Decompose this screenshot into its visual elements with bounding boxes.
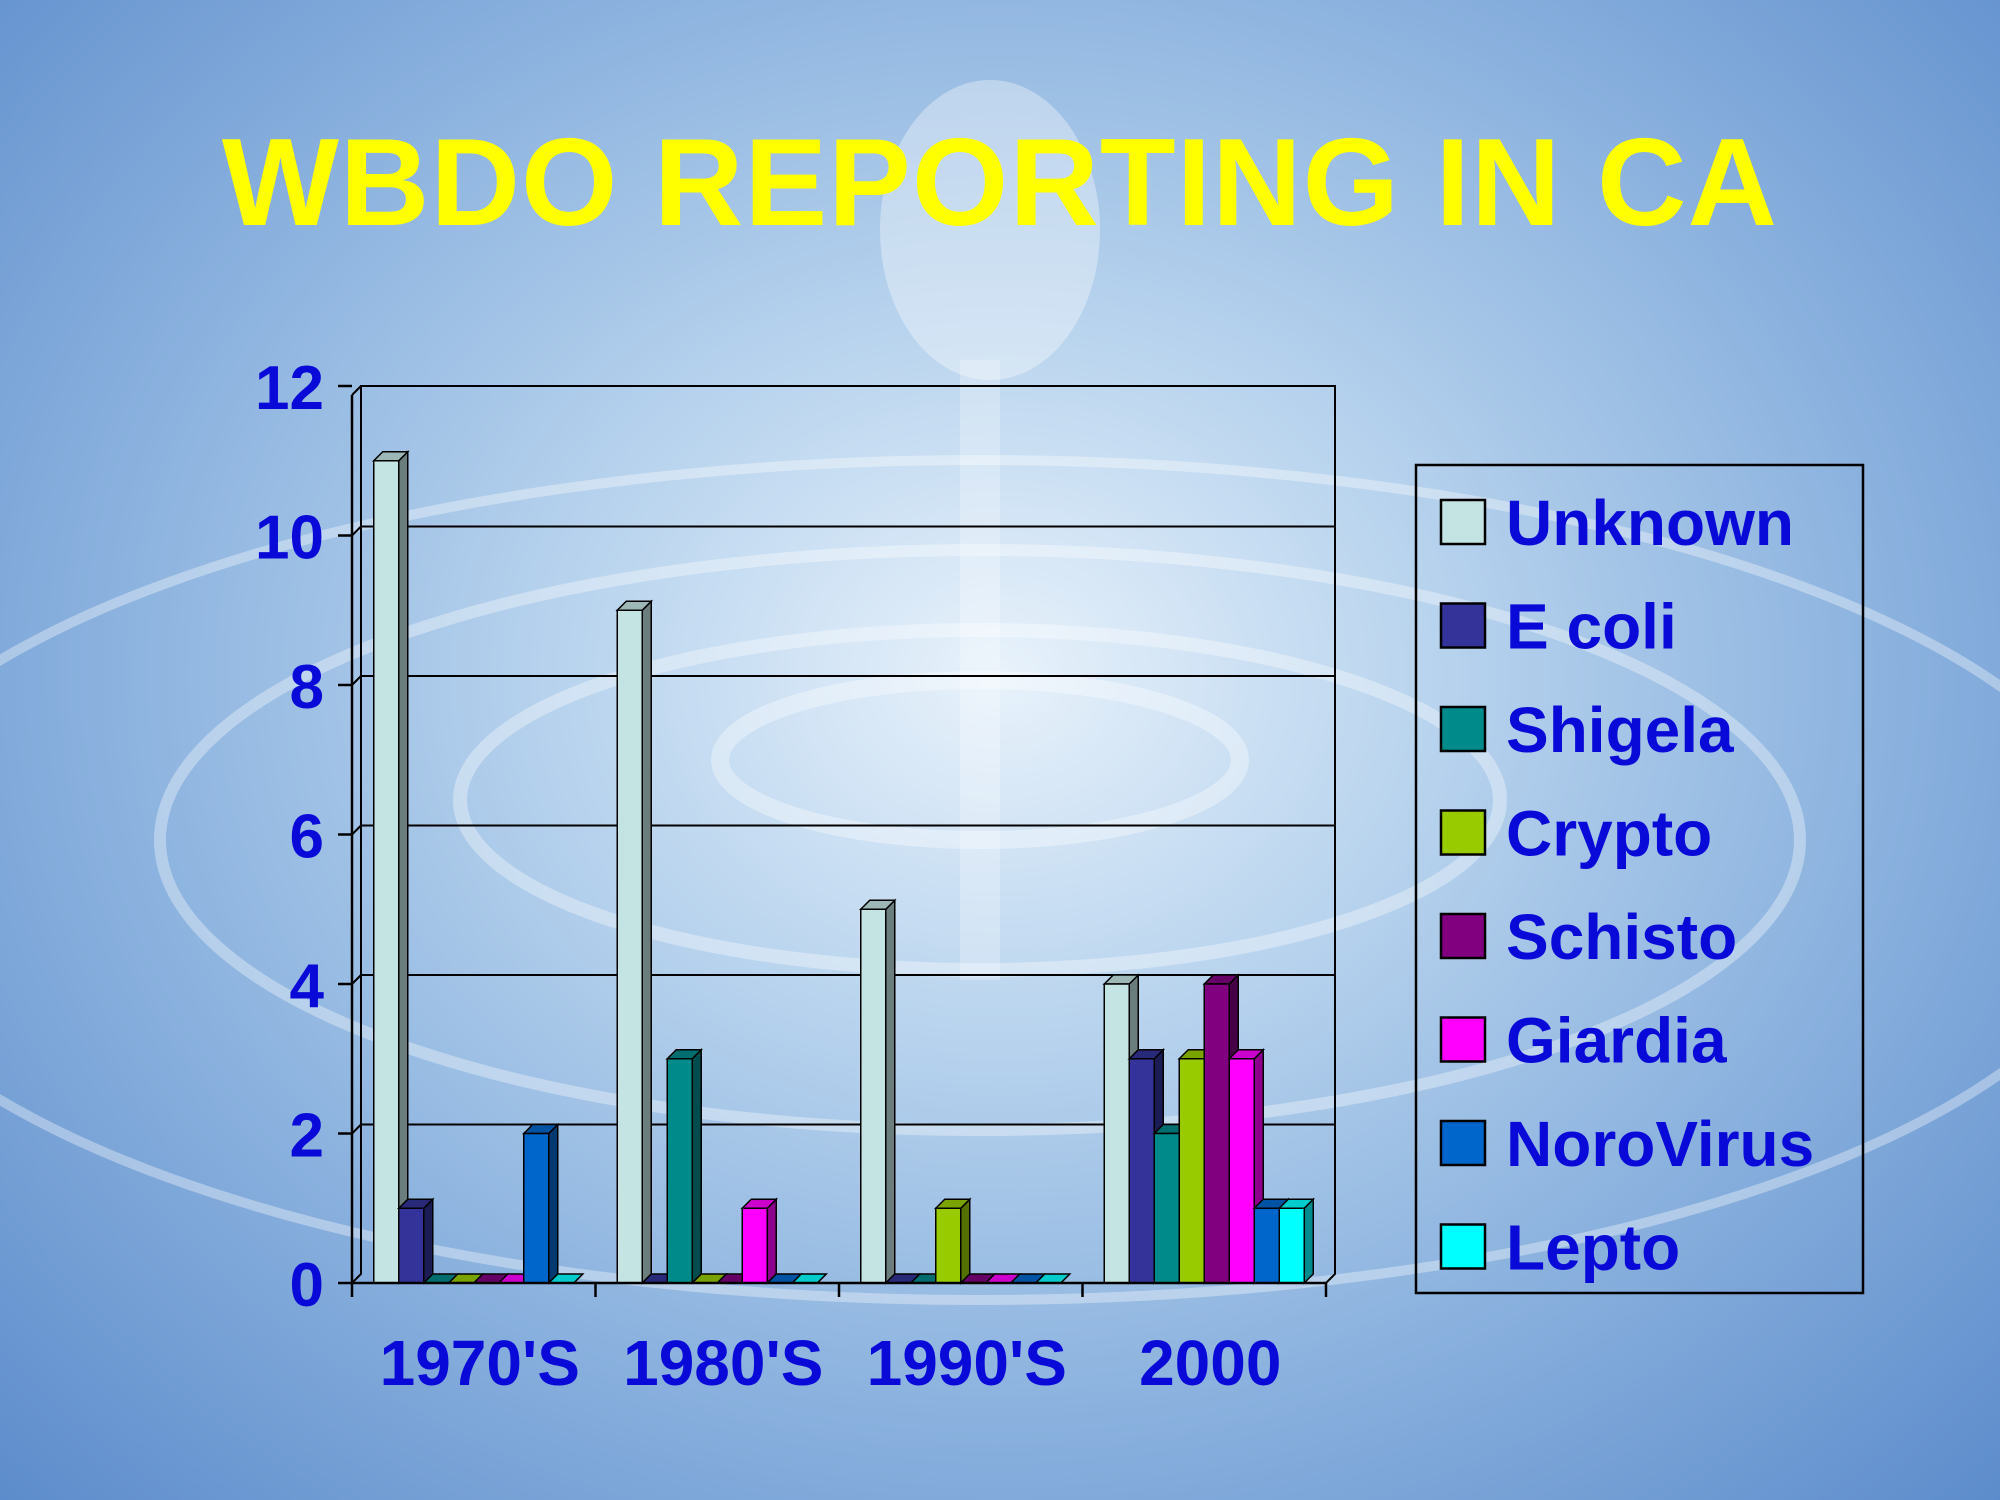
y-tick-label: 4 (290, 952, 325, 1021)
bar (615, 599, 654, 1285)
x-category-label: 1980'S (623, 1327, 823, 1399)
legend-label: Crypto (1506, 798, 1712, 870)
legend-box (1414, 463, 1865, 1295)
bar (933, 1197, 972, 1285)
x-category-label: 2000 (1139, 1327, 1281, 1399)
bar (665, 1047, 704, 1285)
bar (858, 898, 897, 1285)
bar (371, 449, 410, 1285)
legend-swatch (1439, 912, 1487, 960)
legend-swatch (1439, 809, 1487, 856)
legend-swatch (1439, 498, 1487, 546)
legend-swatch (1439, 602, 1487, 649)
bar (1277, 1197, 1316, 1285)
legend: Unknown E coli Shigela Crypto Schisto Giardia… (1414, 463, 1865, 1295)
x-category-label: 1970'S (380, 1327, 580, 1399)
legend-label: Unknown (1506, 487, 1794, 559)
y-tick-label: 6 (290, 803, 324, 872)
y-axis-ticks: 0 2 4 6 8 10 12 (255, 354, 352, 1320)
legend-label: Giardia (1506, 1005, 1727, 1077)
legend-swatch (1439, 705, 1487, 753)
bars (371, 449, 1316, 1285)
legend-label: Schisto (1506, 901, 1737, 973)
bar (1202, 973, 1241, 1285)
y-tick-label: 8 (290, 653, 324, 722)
slide-title: WBDO REPORTING IN CA (221, 114, 1779, 252)
bar (740, 1197, 779, 1285)
y-tick-label: 2 (290, 1102, 324, 1171)
y-tick-label: 0 (290, 1251, 324, 1320)
x-category-label: 1990'S (867, 1327, 1067, 1399)
legend-label: Lepto (1506, 1212, 1680, 1284)
bar (396, 1197, 435, 1285)
legend-label: Shigela (1506, 694, 1734, 766)
legend-label: E coli (1506, 591, 1677, 663)
bar (521, 1122, 560, 1285)
legend-swatch (1439, 1223, 1487, 1270)
gridlines (351, 525, 1335, 1135)
legend-label: NoroVirus (1506, 1108, 1814, 1180)
legend-swatch (1439, 1119, 1487, 1167)
legend-swatch (1439, 1016, 1487, 1063)
x-axis-ticks: 1970'S 1980'S 1990'S 2000 (350, 1283, 1328, 1399)
y-tick-label: 12 (255, 354, 324, 423)
y-tick-label: 10 (255, 504, 324, 573)
